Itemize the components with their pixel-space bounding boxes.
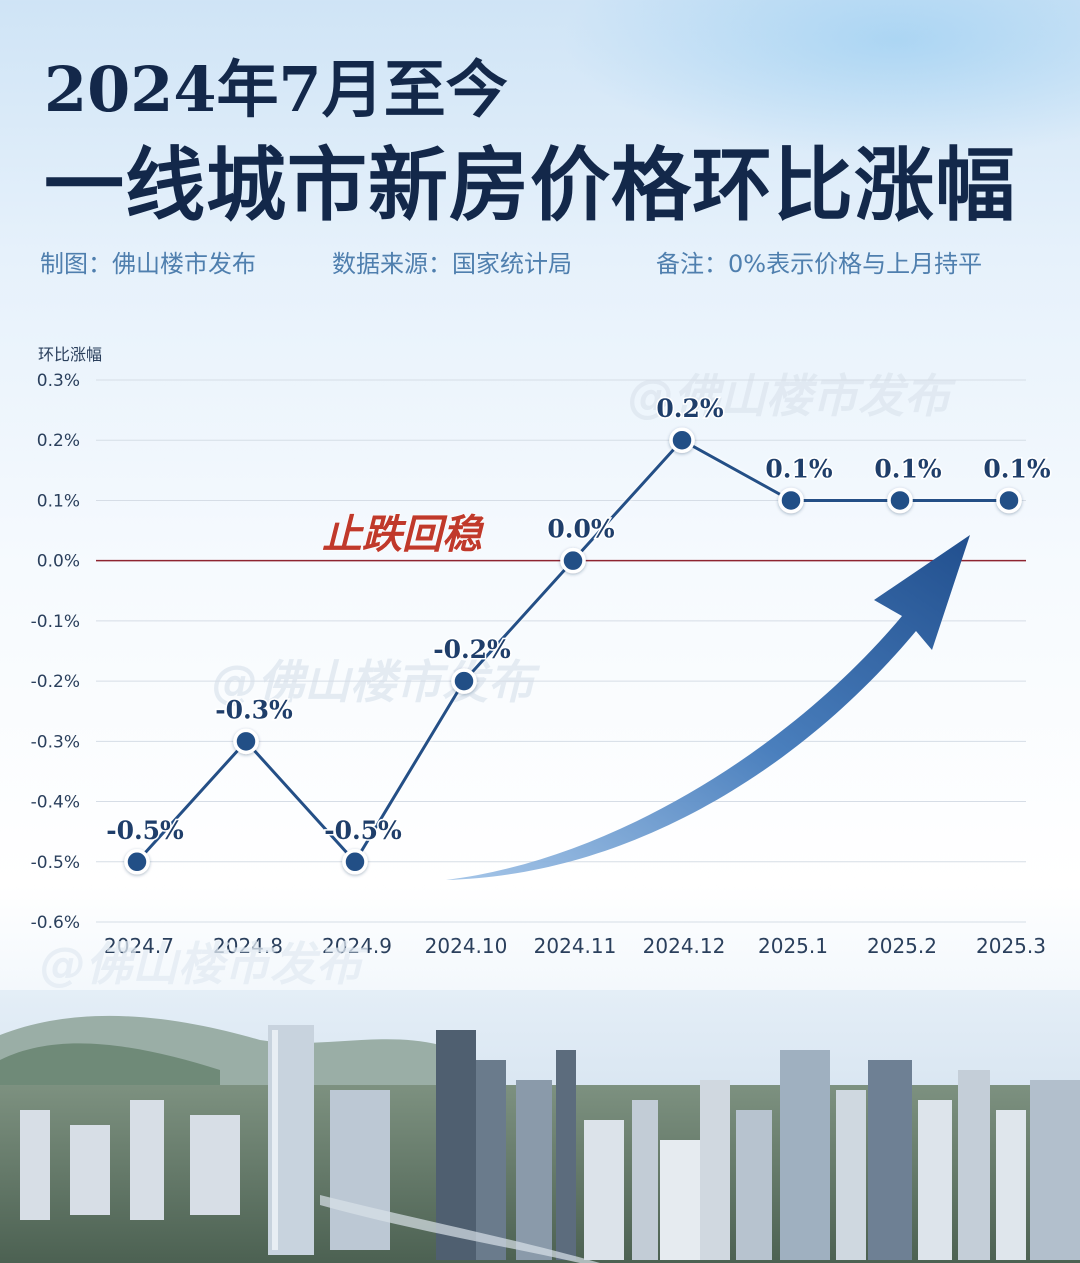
- data-label: -0.2%: [433, 635, 511, 664]
- data-points: [124, 427, 1022, 875]
- watermark-middle: @佛山楼市发布: [212, 655, 541, 709]
- data-point: [996, 487, 1022, 514]
- note-text: 备注：0%表示价格与上月持平: [656, 250, 983, 278]
- data-label: 0.0%: [547, 515, 614, 544]
- x-tick-label: 2024.8: [213, 934, 283, 958]
- y-tick-label: -0.4%: [31, 793, 80, 813]
- x-tick-label: 2024.9: [322, 934, 392, 958]
- credit-text: 制图：佛山楼市发布: [40, 250, 256, 278]
- data-label: 0.2%: [656, 394, 723, 423]
- x-tick-label: 2024.10: [425, 934, 508, 958]
- x-tick-label: 2025.2: [867, 934, 937, 958]
- data-point: [887, 487, 913, 514]
- data-point: [233, 728, 259, 755]
- y-tick-label: -0.3%: [31, 732, 80, 752]
- source-text: 数据来源：国家统计局: [332, 250, 572, 278]
- skyline-illustration: [0, 990, 1080, 1263]
- x-tick-label: 2024.7: [104, 934, 174, 958]
- y-axis-title: 环比涨幅: [38, 345, 102, 364]
- watermark-lower: @佛山楼市发布: [40, 937, 369, 990]
- data-label: -0.3%: [215, 695, 293, 724]
- annotation-label: 止跌回稳: [322, 512, 485, 558]
- data-point: [342, 849, 368, 875]
- x-tick-label: 2025.1: [758, 934, 828, 958]
- data-label: -0.5%: [106, 816, 184, 845]
- grid-lines: [96, 379, 1026, 923]
- y-tick-label: -0.5%: [31, 853, 80, 873]
- y-tick-label: -0.6%: [31, 913, 80, 933]
- y-tick-label: 0.3%: [37, 371, 80, 391]
- line-chart: @佛山楼市发布 @佛山楼市发布 0.3% 0.2% 0.1% 0.0% -0.1% -0.…: [0, 330, 1080, 990]
- watermark-upper: @佛山楼市发布: [628, 369, 957, 423]
- subtitle-bar: 制图：佛山楼市发布 数据来源：国家统计局 备注：0%表示价格与上月持平: [40, 244, 1050, 284]
- y-tick-label: 0.0%: [37, 552, 80, 572]
- data-labels: -0.5% -0.3% -0.5% -0.2% 0.0% 0.2% 0.1% 0.1% 0.1%: [105, 393, 1053, 847]
- y-axis-ticks: 0.3% 0.2% 0.1% 0.0% -0.1% -0.2% -0.3% -0.4% -0.5…: [31, 371, 80, 933]
- x-tick-label: 2025.3: [976, 934, 1046, 958]
- y-tick-label: 0.2%: [37, 431, 80, 451]
- y-tick-label: -0.2%: [31, 672, 80, 692]
- data-point: [560, 547, 586, 574]
- data-point: [451, 668, 477, 694]
- data-label: 0.1%: [983, 454, 1050, 483]
- data-label: -0.5%: [324, 816, 402, 845]
- x-tick-label: 2024.12: [643, 934, 726, 958]
- x-tick-label: 2024.11: [534, 934, 617, 958]
- x-axis-ticks: 2024.7 2024.8 2024.9 2024.10 2024.11 2024.12 2…: [104, 934, 1046, 958]
- data-point: [778, 487, 804, 514]
- data-point: [124, 849, 150, 875]
- data-label: 0.1%: [765, 454, 832, 483]
- title-line-2: 一线城市新房价格环比涨幅: [44, 138, 1016, 232]
- city-skyline-photo: [0, 990, 1080, 1263]
- data-label: 0.1%: [874, 454, 941, 483]
- y-tick-label: 0.1%: [37, 491, 80, 511]
- data-point: [669, 427, 695, 453]
- title-line-1: 2024年7月至今: [44, 53, 508, 126]
- y-tick-label: -0.1%: [31, 612, 80, 632]
- chart-svg: @佛山楼市发布 @佛山楼市发布 0.3% 0.2% 0.1% 0.0% -0.1% -0.…: [31, 345, 1053, 990]
- background-glow: [560, 0, 1080, 160]
